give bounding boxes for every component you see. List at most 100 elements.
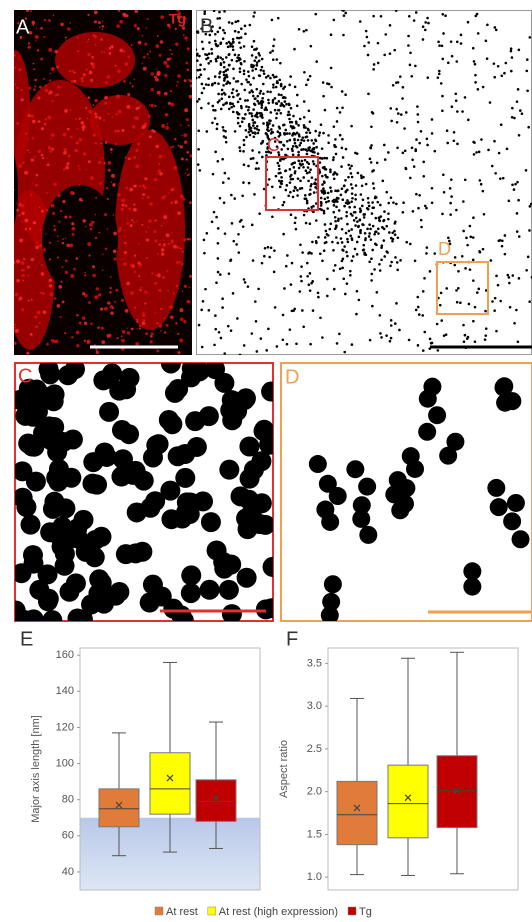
point	[319, 196, 323, 200]
point	[517, 235, 521, 238]
puncta	[27, 138, 29, 141]
point	[349, 172, 353, 175]
point	[227, 272, 231, 275]
puncta	[94, 236, 98, 240]
point	[293, 161, 297, 165]
point	[371, 206, 375, 210]
point	[257, 128, 261, 132]
point	[318, 252, 322, 256]
point	[302, 100, 306, 103]
point	[259, 89, 263, 93]
puncta	[49, 258, 52, 261]
point	[371, 201, 374, 204]
puncta	[139, 279, 142, 281]
point	[499, 123, 503, 127]
puncta	[177, 211, 181, 216]
puncta	[49, 20, 51, 23]
point	[278, 127, 282, 130]
puncta	[175, 284, 179, 288]
puncta	[21, 161, 25, 165]
point	[231, 102, 234, 106]
point	[231, 110, 235, 114]
point	[416, 105, 419, 108]
puncta	[166, 57, 170, 62]
point	[15, 405, 36, 426]
puncta	[131, 219, 134, 222]
point	[207, 77, 210, 80]
point	[259, 114, 262, 118]
point	[354, 184, 358, 187]
point	[251, 69, 254, 72]
puncta	[21, 273, 25, 278]
point	[302, 126, 306, 129]
point	[372, 169, 375, 172]
point	[369, 161, 373, 164]
point	[249, 157, 253, 161]
puncta	[94, 112, 97, 116]
puncta	[150, 332, 154, 336]
puncta	[126, 218, 128, 220]
point	[280, 182, 283, 186]
puncta	[94, 43, 97, 46]
point	[232, 95, 235, 99]
point	[261, 381, 273, 402]
puncta	[127, 92, 131, 97]
point	[320, 157, 324, 160]
point	[235, 59, 239, 63]
puncta	[47, 145, 52, 150]
point	[350, 164, 353, 168]
puncta	[49, 72, 51, 75]
point	[225, 42, 228, 45]
point	[295, 131, 299, 135]
point	[236, 121, 240, 125]
puncta	[88, 70, 93, 75]
puncta	[43, 19, 47, 22]
puncta	[164, 113, 169, 117]
puncta	[170, 53, 173, 56]
point	[224, 136, 228, 139]
puncta	[57, 193, 61, 198]
point	[423, 330, 427, 334]
puncta	[14, 83, 17, 86]
point	[210, 220, 214, 224]
point	[305, 261, 309, 265]
point	[402, 201, 405, 205]
point	[259, 68, 263, 72]
point	[389, 324, 393, 327]
point	[293, 171, 297, 175]
point	[223, 232, 227, 235]
puncta	[166, 123, 169, 125]
point	[291, 125, 295, 128]
puncta	[104, 213, 108, 217]
point	[311, 160, 315, 163]
puncta	[14, 292, 19, 297]
point	[311, 309, 315, 312]
puncta	[49, 149, 53, 153]
puncta	[177, 144, 180, 147]
point	[288, 138, 292, 142]
point	[216, 100, 220, 104]
point	[180, 583, 201, 604]
point	[220, 92, 224, 96]
point	[513, 116, 516, 120]
puncta	[35, 183, 39, 187]
point	[249, 83, 252, 86]
puncta	[133, 207, 137, 212]
point	[437, 72, 441, 76]
point	[378, 219, 381, 222]
puncta	[144, 290, 148, 294]
point	[173, 610, 194, 621]
point	[198, 169, 202, 172]
point	[238, 353, 242, 355]
puncta	[133, 78, 135, 80]
point	[276, 130, 280, 134]
point	[268, 255, 271, 259]
point	[139, 592, 160, 613]
point	[374, 230, 378, 233]
point	[197, 75, 201, 79]
puncta	[183, 284, 187, 288]
puncta	[37, 149, 42, 153]
point	[281, 338, 285, 342]
puncta	[164, 73, 168, 78]
point	[275, 81, 279, 85]
